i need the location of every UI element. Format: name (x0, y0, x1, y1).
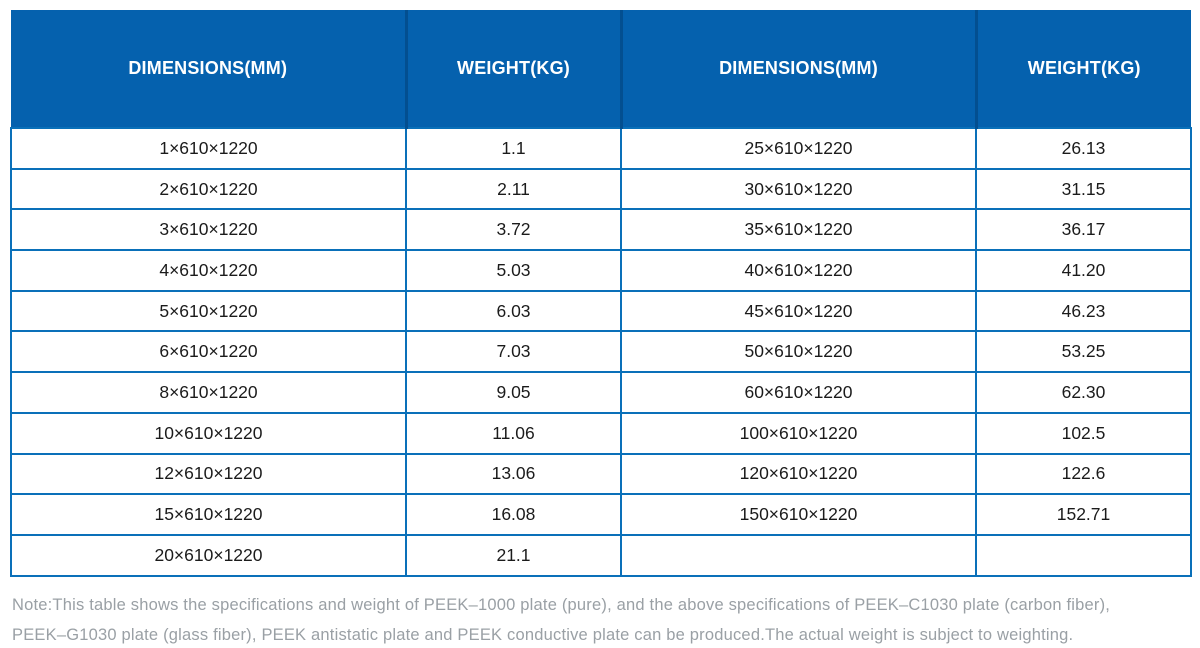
table-row: 2×610×1220 2.11 30×610×1220 31.15 (10, 167, 1192, 211)
table-cell: 150×610×1220 (620, 493, 977, 536)
table-cell: 15×610×1220 (10, 493, 407, 536)
table-row: 5×610×1220 6.03 45×610×1220 46.23 (10, 289, 1192, 333)
table-cell: 25×610×1220 (620, 127, 977, 170)
table-cell: 60×610×1220 (620, 371, 977, 414)
table-cell: 31.15 (975, 167, 1192, 211)
table-cell: 1×610×1220 (10, 127, 407, 170)
table-header-row: DIMENSIONS(MM) WEIGHT(KG) DIMENSIONS(MM)… (11, 10, 1191, 128)
table-cell: 8×610×1220 (10, 371, 407, 414)
table-cell: 3.72 (405, 208, 622, 252)
table-cell: 36.17 (975, 208, 1192, 252)
table-row: 6×610×1220 7.03 50×610×1220 53.25 (10, 330, 1192, 374)
col-header-dimensions-left: DIMENSIONS(MM) (11, 10, 406, 128)
table-cell: 16.08 (405, 493, 622, 536)
table-cell: 4×610×1220 (10, 249, 407, 292)
table-row: 3×610×1220 3.72 35×610×1220 36.17 (10, 208, 1192, 252)
table-row: 8×610×1220 9.05 60×610×1220 62.30 (10, 371, 1192, 414)
table-row: 4×610×1220 5.03 40×610×1220 41.20 (10, 249, 1192, 292)
table-cell: 11.06 (405, 411, 622, 455)
table-cell: 9.05 (405, 371, 622, 414)
table-cell: 6×610×1220 (10, 330, 407, 374)
table-cell: 62.30 (975, 371, 1192, 414)
table-cell: 5.03 (405, 249, 622, 292)
table-cell: 35×610×1220 (620, 208, 977, 252)
col-header-weight-right: WEIGHT(KG) (974, 10, 1191, 128)
table-cell: 30×610×1220 (620, 167, 977, 211)
table-cell: 1.1 (405, 127, 622, 170)
table-cell: 122.6 (975, 452, 1192, 496)
table-cell: 40×610×1220 (620, 249, 977, 292)
table-cell: 5×610×1220 (10, 289, 407, 333)
table-cell: 2×610×1220 (10, 167, 407, 211)
col-header-dimensions-right: DIMENSIONS(MM) (619, 10, 976, 128)
table-cell: 100×610×1220 (620, 411, 977, 455)
table-row: 10×610×1220 11.06 100×610×1220 102.5 (10, 411, 1192, 455)
table-row: 12×610×1220 13.06 120×610×1220 122.6 (10, 452, 1192, 496)
footnote-line-2: PEEK–G1030 plate (glass fiber), PEEK ant… (12, 626, 1074, 644)
table-row: 1×610×1220 1.1 25×610×1220 26.13 (10, 127, 1192, 170)
table-cell: 21.1 (405, 533, 622, 577)
table-row: 20×610×1220 21.1 (10, 533, 1192, 577)
col-header-weight-left: WEIGHT(KG) (404, 10, 621, 128)
table-cell (620, 533, 977, 577)
table-cell (975, 533, 1192, 577)
table-cell: 152.71 (975, 493, 1192, 536)
table-cell: 102.5 (975, 411, 1192, 455)
table-cell: 45×610×1220 (620, 289, 977, 333)
table-cell: 41.20 (975, 249, 1192, 292)
table-cell: 53.25 (975, 330, 1192, 374)
table-footnote: Note:This table shows the specifications… (12, 590, 1162, 648)
table-cell: 20×610×1220 (10, 533, 407, 577)
table-cell: 13.06 (405, 452, 622, 496)
table-cell: 3×610×1220 (10, 208, 407, 252)
table-cell: 7.03 (405, 330, 622, 374)
table-cell: 12×610×1220 (10, 452, 407, 496)
table-cell: 46.23 (975, 289, 1192, 333)
table-cell: 50×610×1220 (620, 330, 977, 374)
table-cell: 26.13 (975, 127, 1192, 170)
table-cell: 10×610×1220 (10, 411, 407, 455)
table-body: 1×610×1220 1.1 25×610×1220 26.13 2×610×1220 2… (10, 127, 1192, 577)
table-cell: 2.11 (405, 167, 622, 211)
table-cell: 120×610×1220 (620, 452, 977, 496)
footnote-line-1: Note:This table shows the specifications… (12, 596, 1111, 614)
table-cell: 6.03 (405, 289, 622, 333)
peek-plate-spec-table: DIMENSIONS(MM) WEIGHT(KG) DIMENSIONS(MM)… (10, 10, 1192, 577)
table-row: 15×610×1220 16.08 150×610×1220 152.71 (10, 493, 1192, 536)
